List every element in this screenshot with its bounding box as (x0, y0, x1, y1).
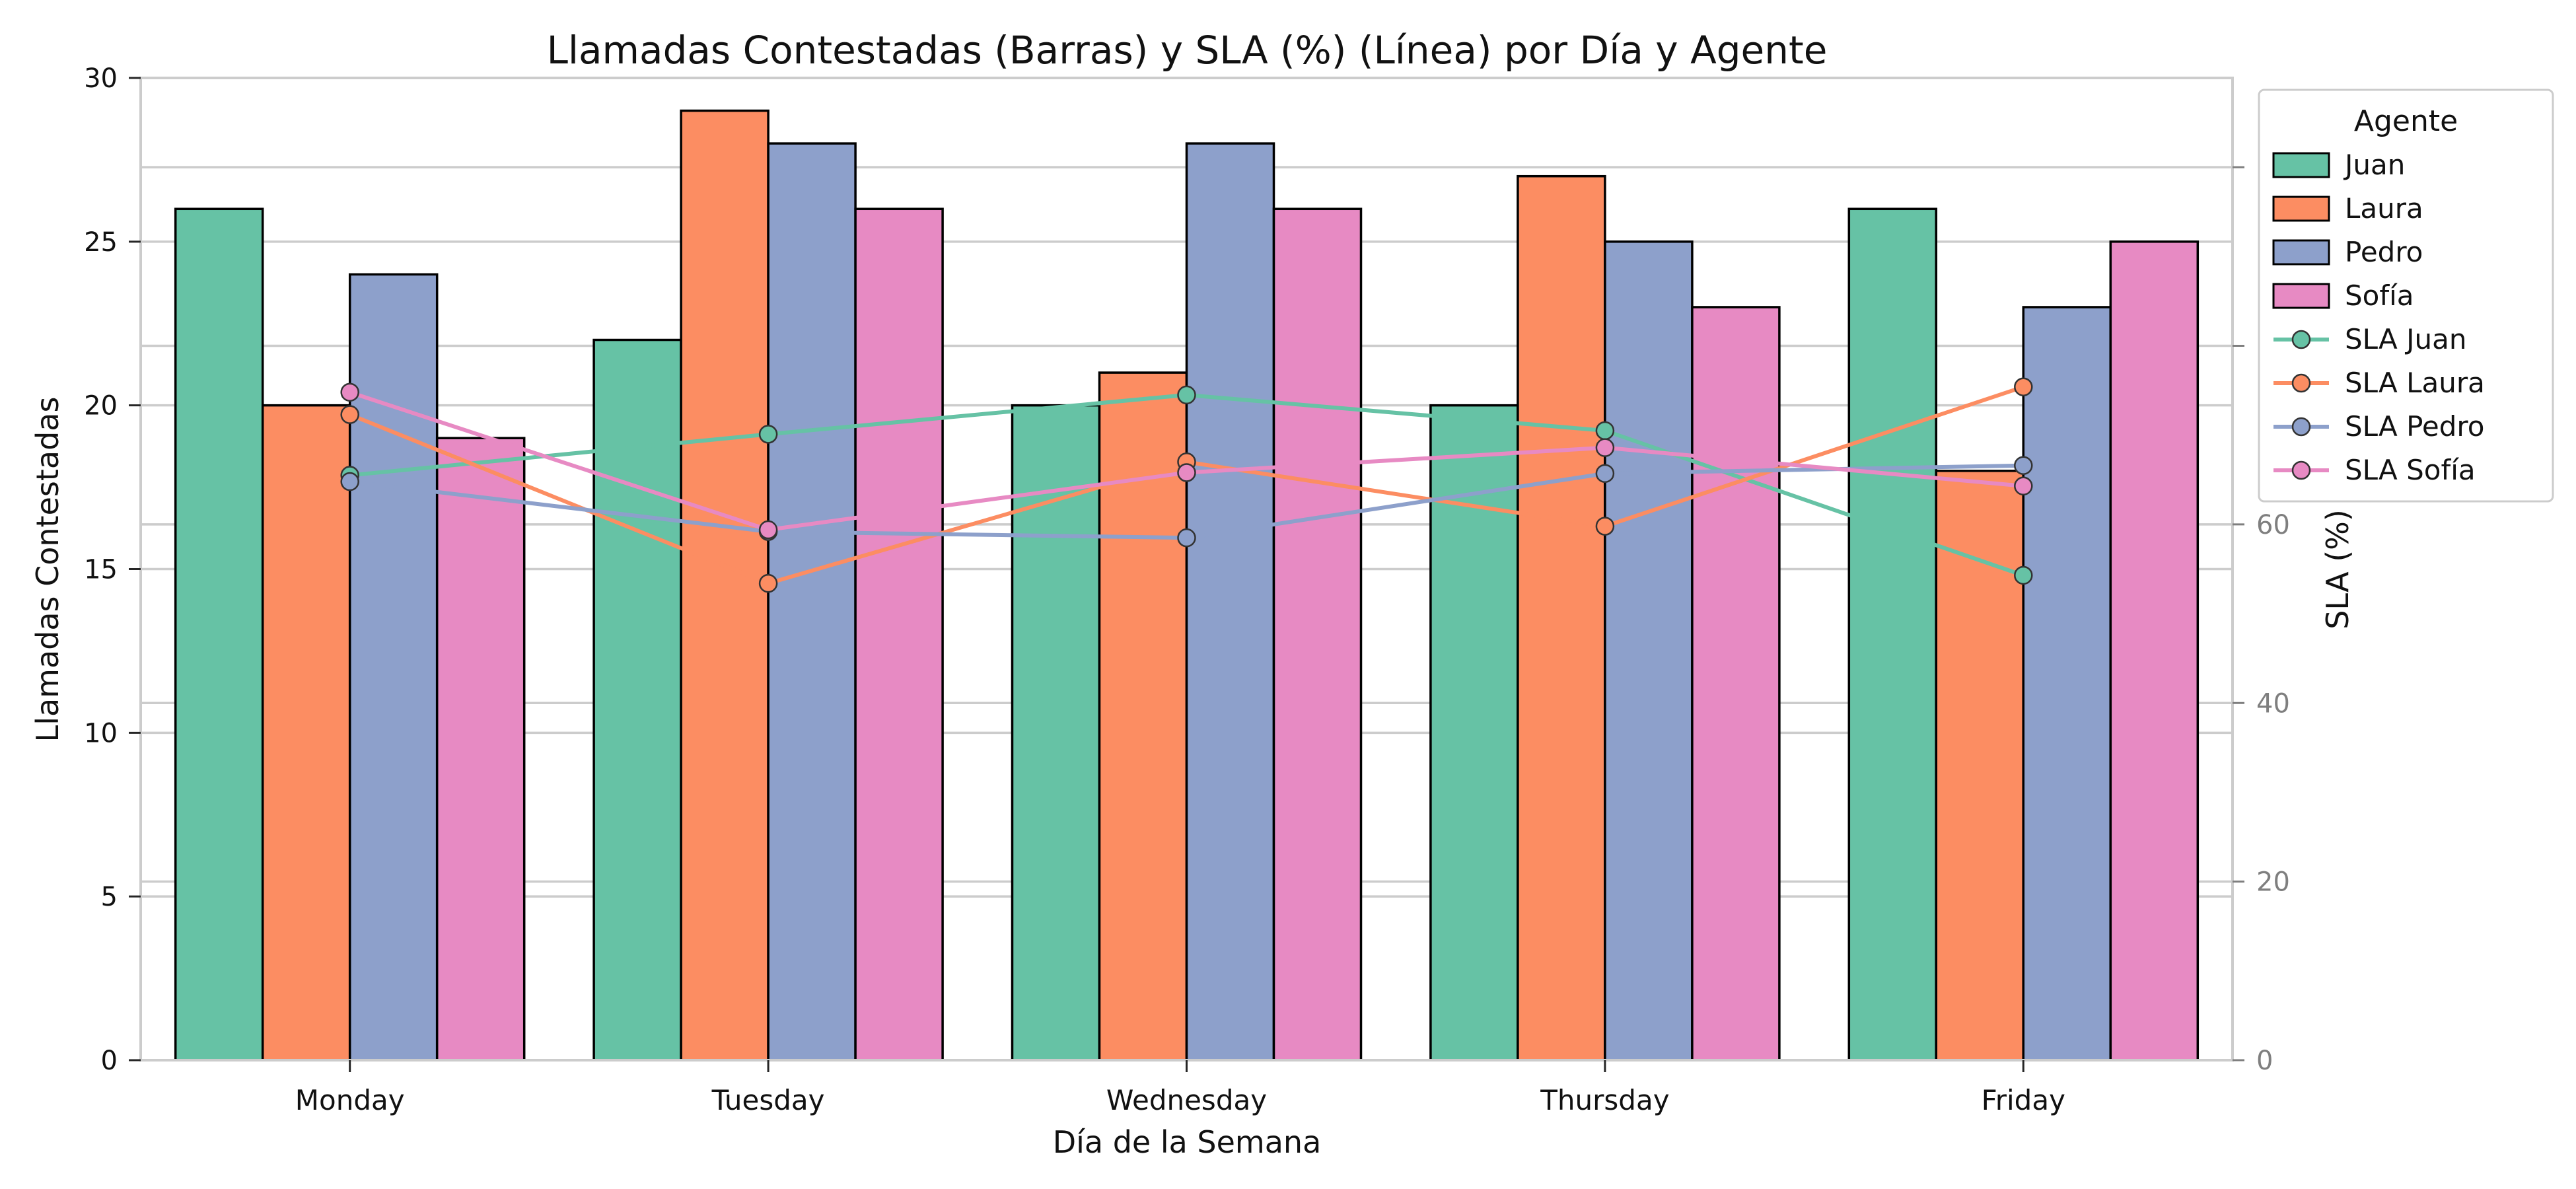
sla-point (1177, 385, 1196, 405)
y-tick-label: 30 (84, 63, 118, 94)
bar-laura (261, 404, 351, 1062)
bar-juan (1429, 404, 1519, 1062)
y-tick-label: 25 (84, 227, 118, 258)
legend-label: SLA Laura (2345, 367, 2485, 399)
x-tick-label: Monday (295, 1084, 405, 1116)
legend-label: SLA Pedro (2345, 410, 2484, 443)
legend-swatch (2272, 196, 2330, 222)
bar-layer (174, 109, 2200, 1062)
sla-point (2014, 377, 2033, 396)
legend-marker (2291, 330, 2311, 349)
bar-pedro (2022, 306, 2112, 1062)
y-tick-label: 0 (101, 1046, 118, 1076)
sla-point (1595, 421, 1615, 441)
sla-point (2014, 456, 2033, 475)
sla-point (340, 382, 359, 402)
sla-point (2014, 565, 2033, 585)
sla-point (340, 472, 359, 491)
legend-label: SLA Sofía (2345, 454, 2476, 486)
x-axis-title: Día de la Semana (1053, 1124, 1322, 1160)
bar-pedro (1185, 142, 1275, 1062)
sla-point (2014, 476, 2033, 496)
bar-laura (680, 109, 769, 1062)
sla-point (1595, 517, 1615, 536)
line-layer (340, 377, 2033, 593)
legend-label: SLA Juan (2345, 323, 2466, 355)
legend-swatch (2272, 239, 2330, 266)
legend-marker (2291, 460, 2311, 480)
legend-box (2258, 89, 2554, 503)
sla-point (1595, 464, 1615, 484)
legend-swatch (2272, 152, 2330, 178)
x-tick-label: Friday (1982, 1084, 2065, 1116)
legend-swatch (2272, 283, 2330, 309)
legend-label: Juan (2343, 149, 2405, 181)
legend-label: Sofía (2345, 279, 2414, 312)
bar-laura (1517, 174, 1606, 1062)
bar-juan (1847, 207, 1938, 1062)
legend-marker (2291, 417, 2311, 437)
chart-title: Llamadas Contestadas (Barras) y SLA (%) … (547, 28, 1828, 73)
y-tick-label: 20 (84, 391, 118, 421)
bar-pedro (348, 273, 439, 1062)
legend-label: Pedro (2345, 236, 2423, 268)
bar-juan (592, 338, 682, 1062)
sla-point (758, 573, 778, 593)
bar-pedro (1604, 240, 1694, 1062)
legend-title: Agente (2354, 104, 2458, 138)
y-tick-label: 15 (84, 555, 118, 585)
sla-point (758, 425, 778, 444)
y2-tick-label: 60 (2256, 510, 2290, 540)
legend-marker (2291, 373, 2311, 393)
legend-label: Laura (2345, 192, 2423, 225)
sla-point (1177, 528, 1196, 548)
bar-pedro (767, 142, 857, 1062)
bar-juan (1011, 404, 1101, 1062)
sla-point (340, 405, 359, 424)
bar-sofía (1272, 207, 1363, 1062)
bar-sofía (435, 437, 526, 1062)
legend: Agente Juan Laura Pedro Sofía SLA Juan SLA Lau… (2258, 89, 2554, 503)
y2-axis-title: SLA (%) (2320, 509, 2355, 630)
bar-sofía (854, 207, 944, 1062)
y-tick-label: 10 (84, 718, 118, 748)
x-tick-label: Thursday (1540, 1084, 1669, 1116)
sla-point (758, 520, 778, 540)
bar-sofía (1691, 306, 1781, 1062)
x-tick-label: Wednesday (1106, 1084, 1267, 1116)
x-tick-label: Tuesday (711, 1084, 825, 1116)
sla-point (1595, 438, 1615, 457)
y-tick-label: 5 (101, 882, 118, 912)
sla-point (1177, 463, 1196, 482)
bar-juan (174, 207, 264, 1062)
bar-sofía (2109, 240, 2200, 1062)
y2-tick-label: 40 (2256, 688, 2290, 719)
y2-tick-label: 20 (2256, 867, 2290, 898)
y2-tick-label: 0 (2256, 1046, 2273, 1076)
y-axis-title: Llamadas Contestadas (30, 397, 65, 742)
